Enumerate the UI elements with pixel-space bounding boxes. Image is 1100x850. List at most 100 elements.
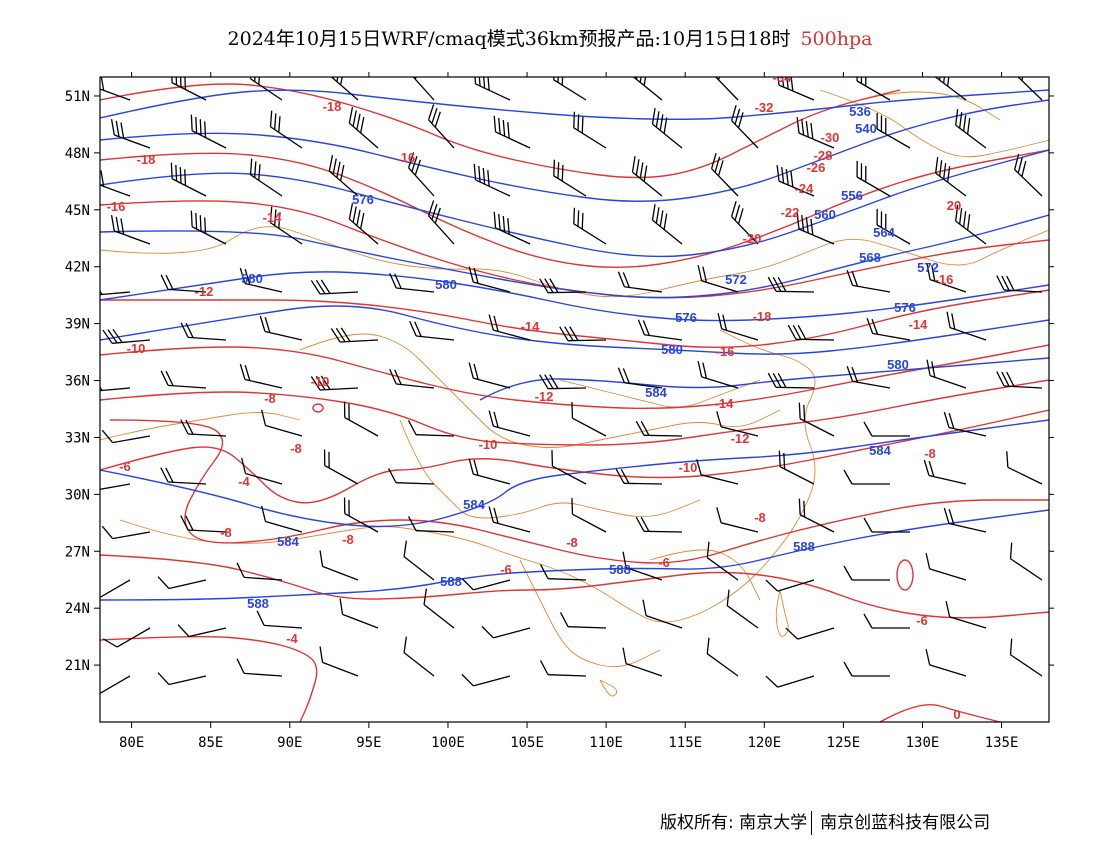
wind-barbs — [100, 77, 1043, 696]
temperature-label: -4 — [286, 631, 298, 646]
temperature-contour-line — [879, 704, 1001, 722]
wind-barb — [571, 498, 607, 533]
boundary-line — [775, 589, 789, 637]
wind-barb — [925, 553, 967, 581]
height-contour-line — [100, 89, 1049, 120]
lon-label: 125E — [827, 735, 861, 751]
temperature-label: -14 — [263, 210, 283, 225]
temperature-closed-contour — [896, 559, 914, 591]
height-label: 580 — [887, 357, 909, 372]
temperature-contour-line — [100, 635, 318, 722]
wind-barb — [160, 467, 207, 485]
wind-barb — [856, 160, 891, 197]
temperature-contour-line — [100, 289, 1049, 348]
wind-barb — [863, 517, 910, 533]
wind-barb — [856, 77, 891, 101]
wind-barb — [461, 673, 511, 687]
wind-barb — [765, 675, 815, 688]
wind-barb — [180, 322, 227, 341]
wind-barb — [730, 201, 759, 245]
wind-barb — [493, 115, 531, 149]
height-label: 572 — [725, 272, 747, 287]
geographic-boundaries — [100, 89, 1049, 697]
wind-barb — [776, 165, 815, 197]
temperature-label: -8 — [754, 510, 766, 525]
wind-barb — [239, 267, 283, 293]
wind-barb — [1014, 153, 1043, 197]
wind-barb — [796, 213, 835, 245]
lat-label: 51N — [65, 89, 90, 105]
height-label: 560 — [814, 207, 836, 222]
wind-barb — [1009, 542, 1043, 581]
temperature-label: -16 — [716, 344, 735, 359]
height-contour-line — [100, 149, 1049, 258]
boundary-line — [399, 419, 701, 519]
wind-barb — [157, 576, 207, 590]
wind-barb — [160, 274, 207, 293]
wind-barb — [261, 505, 303, 533]
height-label: 580 — [241, 271, 263, 286]
wind-barb — [403, 636, 435, 677]
temperature-contour-line — [100, 554, 1049, 619]
wind-barb — [651, 204, 683, 245]
wind-barb — [468, 458, 511, 485]
wind-barb — [843, 565, 890, 581]
wind-barb — [553, 159, 587, 197]
wind-barb — [468, 362, 511, 389]
wind-barb — [846, 270, 891, 293]
height-label: 556 — [841, 188, 863, 203]
temperature-label: 0 — [953, 707, 960, 722]
temperature-label: -22 — [781, 205, 800, 220]
temperature-label: -14 — [715, 396, 735, 411]
temperature-label: -32 — [755, 100, 774, 115]
height-label: 584 — [277, 534, 299, 549]
lon-label: 110E — [589, 735, 623, 751]
temperature-label: -18 — [323, 99, 342, 114]
wind-barb — [571, 402, 607, 437]
lon-label: 135E — [985, 735, 1019, 751]
height-contour-line — [100, 419, 1049, 528]
height-label: 588 — [440, 574, 462, 589]
wind-barb — [110, 119, 151, 149]
wind-barb — [1006, 451, 1043, 485]
boundary-line — [119, 329, 816, 623]
wind-barb — [923, 459, 967, 485]
wind-barb — [945, 601, 987, 629]
height-label: 572 — [917, 260, 939, 275]
wind-barb — [697, 265, 739, 293]
wind-barb — [160, 370, 207, 389]
lat-label: 33N — [65, 430, 90, 446]
wind-barb — [256, 610, 303, 629]
wind-barb — [468, 266, 511, 293]
wind-barb — [798, 402, 835, 437]
wind-barb — [269, 110, 303, 149]
height-label: 588 — [793, 539, 815, 554]
copyright-right: 南京创蓝科技有限公司 — [820, 813, 991, 833]
height-label: 584 — [645, 385, 667, 400]
wind-barb — [637, 319, 683, 341]
wind-barb — [996, 371, 1043, 389]
wind-barb — [726, 589, 759, 629]
wind-barb — [190, 114, 227, 149]
wind-barb — [110, 215, 151, 245]
boundary-line — [599, 679, 618, 697]
wind-barb — [101, 525, 151, 540]
lon-label: 80E — [119, 735, 144, 751]
lat-label: 21N — [65, 658, 90, 674]
wind-barb — [866, 318, 911, 341]
geopotential-height-contours — [100, 89, 1049, 601]
height-label: 576 — [675, 310, 697, 325]
wind-barb — [488, 314, 531, 341]
copyright-left: 版权所有: 南京大学 — [660, 813, 808, 833]
wind-barb — [241, 457, 283, 485]
height-contour-line — [100, 271, 1049, 322]
wind-barb — [190, 210, 227, 245]
wind-barb — [319, 646, 359, 677]
wind-barb — [955, 109, 987, 149]
lon-label: 95E — [356, 735, 381, 751]
wind-barb — [843, 661, 890, 677]
lat-label: 42N — [65, 260, 90, 276]
height-label: 584 — [869, 443, 891, 458]
wind-barb — [539, 564, 587, 581]
